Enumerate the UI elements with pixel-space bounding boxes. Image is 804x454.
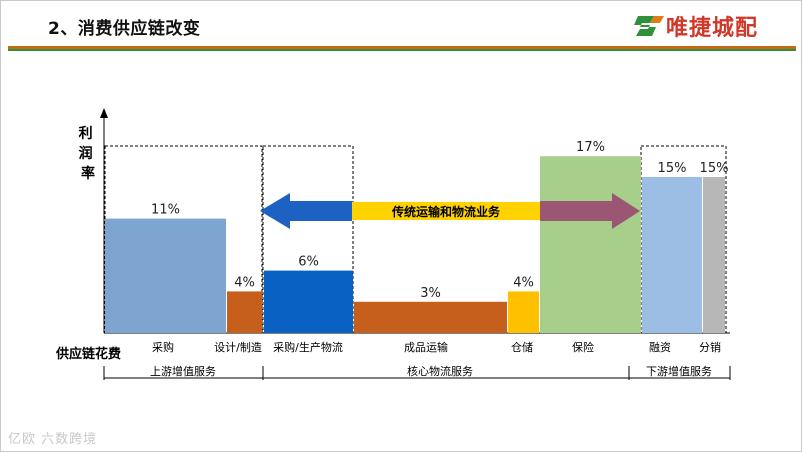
bar-4 (354, 301, 507, 333)
group-label-downstream: 下游增值服务 (646, 364, 712, 378)
category-label-8: 分销 (699, 340, 721, 354)
y-label-char-2: 润 (79, 145, 93, 162)
category-label-4: 成品运输 (404, 340, 448, 354)
brand-mark-icon (634, 16, 664, 36)
category-labels: 采购 设计/制造 采购/生产物流 成品运输 仓储 保险 融资 分销 (152, 340, 721, 354)
group-label-upstream: 上游增值服务 (150, 364, 216, 378)
title-rule-green (8, 49, 796, 51)
y-axis-label: 利 润 率 (79, 125, 98, 182)
watermark: 亿欧 六数跨境 (8, 432, 98, 447)
bar-5 (508, 291, 539, 333)
bar-value-label-5: 4% (513, 275, 534, 290)
x-axis-label: 供应链花费 (55, 346, 121, 362)
category-label-7: 融资 (649, 341, 671, 354)
category-label-3: 采购/生产物流 (273, 340, 343, 354)
group-label-core: 核心物流服务 (407, 364, 473, 378)
page-title: 2、消费供应链改变 (48, 19, 201, 39)
bar-value-label-2: 4% (234, 275, 255, 290)
brand-logo: 唯捷城配 (634, 8, 794, 42)
y-axis-arrow (100, 108, 108, 118)
category-label-2: 设计/制造 (214, 340, 262, 354)
category-label-1: 采购 (152, 340, 174, 354)
y-label-char-3: 率 (81, 165, 95, 182)
bar-3 (264, 270, 353, 333)
title-rule-orange (8, 46, 796, 49)
bar-8 (703, 177, 725, 333)
bars: 11% 4% 6% 3% 4% 17% 15% 15% (105, 140, 728, 333)
category-label-6: 保险 (572, 340, 594, 354)
bar-value-label-4: 3% (420, 286, 441, 301)
bar-6 (540, 156, 641, 333)
bar-value-label-3: 6% (298, 255, 319, 270)
left-arrow (260, 193, 352, 229)
bar-value-label-8: 15% (700, 161, 729, 176)
brand-name: 唯捷城配 (666, 16, 759, 41)
category-label-5: 仓储 (511, 340, 533, 354)
right-arrow (540, 193, 640, 229)
traditional-logistics-band (352, 202, 542, 220)
traditional-logistics-label: 传统运输和物流业务 (391, 204, 501, 219)
bar-value-label-6: 17% (576, 140, 605, 155)
y-label-char-1: 利 (79, 125, 93, 142)
bar-1 (105, 218, 226, 333)
bar-2 (227, 291, 262, 333)
bar-value-label-7: 15% (658, 161, 687, 176)
bar-value-label-1: 11% (151, 203, 180, 218)
bar-7 (642, 177, 702, 333)
